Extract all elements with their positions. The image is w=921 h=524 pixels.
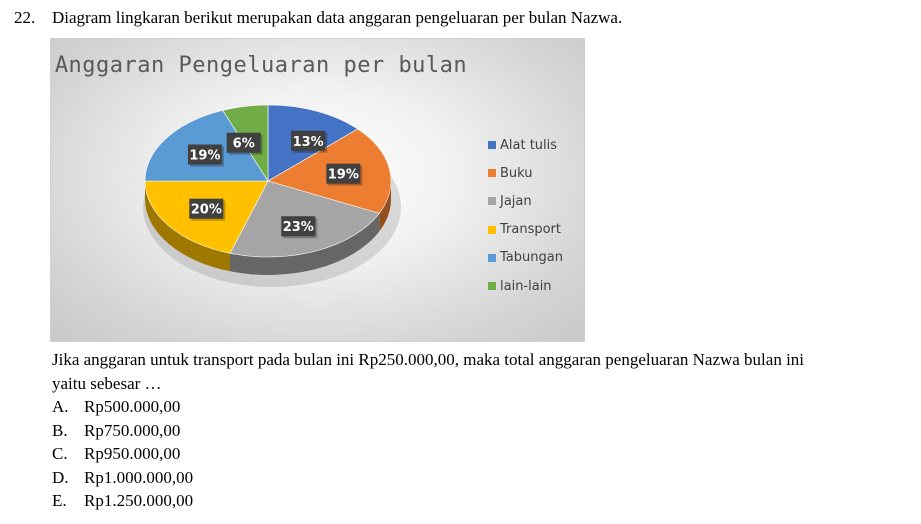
data-label-text: 23% — [283, 220, 314, 235]
data-label: 6% — [226, 132, 263, 155]
data-label: 23% — [281, 216, 318, 239]
question-number: 22. — [14, 8, 36, 27]
data-label-text: 19% — [189, 149, 220, 164]
question-body: Jika anggaran untuk transport pada bulan… — [52, 348, 912, 396]
option-letter: A. — [52, 397, 69, 416]
legend-label: Alat tulis — [500, 137, 558, 153]
option-letter: C. — [52, 444, 68, 464]
legend-label: lain-lain — [500, 278, 552, 294]
data-label-text: 6% — [233, 137, 255, 152]
legend-swatch — [488, 282, 496, 291]
pie-slice-side — [379, 181, 391, 232]
legend-swatch — [488, 169, 496, 178]
option-letter: D. — [52, 467, 69, 487]
option-letter: B. — [52, 420, 68, 440]
legend-swatch — [488, 141, 496, 150]
option-a[interactable]: A. Rp500.000,00 — [52, 397, 193, 421]
option-text: Rp750.000,00 — [84, 420, 181, 440]
legend-label: Jajan — [500, 193, 532, 209]
data-label: 19% — [187, 144, 224, 167]
data-label: 19% — [326, 163, 363, 186]
option-c[interactable]: C. Rp950.000,00 — [52, 444, 193, 468]
legend-item: Alat tulis — [488, 131, 563, 159]
data-label-text: 13% — [293, 135, 324, 150]
option-text: Rp1.000.000,00 — [84, 467, 194, 487]
data-label: 13% — [291, 130, 328, 153]
legend-label: Transport — [500, 222, 562, 238]
legend-item: lain-lain — [488, 272, 563, 300]
pie-plot: 13% 19% 23% 20% 19% 6% — [143, 104, 401, 287]
data-label-text: 19% — [328, 168, 359, 183]
legend-label: Buku — [500, 165, 533, 181]
question-body-line-1: Jika anggaran untuk transport pada bulan… — [52, 350, 805, 369]
data-label: 20% — [189, 198, 226, 221]
question-body-line-2: yaitu sebesar … — [52, 374, 162, 393]
legend-label: Tabungan — [500, 250, 563, 266]
chart-legend: Alat tulis Buku Jajan Transport Tabungan lain… — [488, 131, 563, 300]
legend-item: Tabungan — [488, 244, 563, 272]
option-text: Rp1.250.000,00 — [84, 491, 194, 511]
pie-chart: Anggaran Pengeluaran per bulan 13% 19% 23%… — [50, 38, 585, 342]
legend-item: Transport — [488, 216, 563, 244]
chart-title: Anggaran Pengeluaran per bulan — [54, 53, 468, 78]
option-e[interactable]: E. Rp1.250.000,00 — [52, 491, 193, 515]
question-text: Diagram lingkaran berikut merupakan data… — [52, 8, 623, 27]
pie-slice-side — [229, 213, 380, 275]
option-text: Rp500.000,00 — [84, 397, 181, 416]
option-b[interactable]: B. Rp750.000,00 — [52, 421, 193, 445]
legend-swatch — [488, 253, 496, 262]
option-letter: E. — [52, 491, 67, 511]
legend-swatch — [488, 225, 496, 234]
option-d[interactable]: D. Rp1.000.000,00 — [52, 468, 193, 492]
legend-item: Jajan — [488, 187, 563, 215]
data-label-text: 20% — [191, 203, 222, 218]
legend-item: Buku — [488, 159, 563, 187]
legend-swatch — [488, 197, 496, 206]
option-text: Rp950.000,00 — [84, 444, 181, 464]
pie-slice-side — [145, 181, 230, 272]
answer-options: A. Rp500.000,00 B. Rp750.000,00 C. Rp950.00… — [52, 397, 193, 515]
